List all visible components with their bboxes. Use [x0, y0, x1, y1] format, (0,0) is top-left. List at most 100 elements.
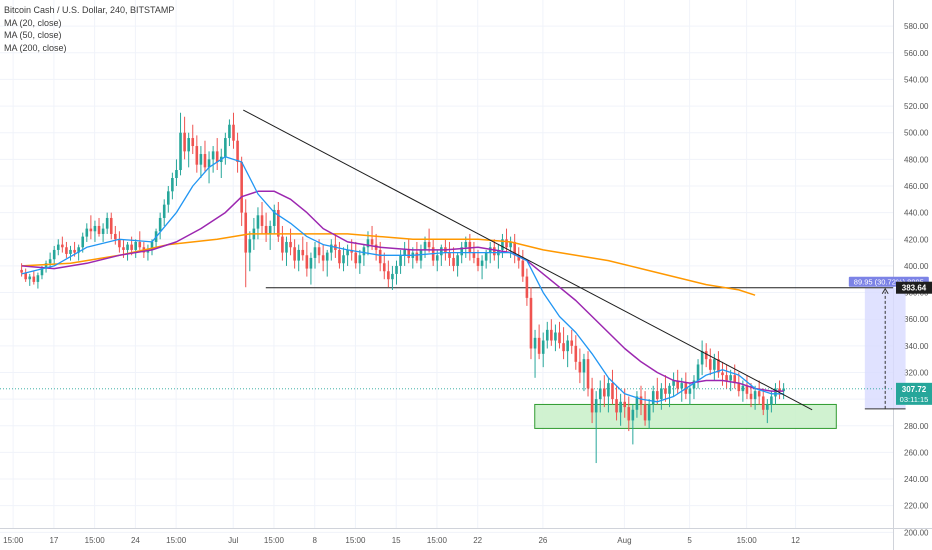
ma50-line [21, 190, 784, 392]
candle-body [317, 247, 321, 256]
candle-body [505, 239, 508, 248]
y-tick-label: 240.00 [904, 475, 929, 484]
indicator-ma50[interactable]: MA (50, close) [4, 30, 62, 40]
candle-body [325, 252, 329, 261]
candle-body [513, 241, 516, 256]
candle-body [297, 249, 300, 261]
candle-body [582, 359, 586, 373]
candle-body [232, 124, 235, 141]
measure-label: 89.95 (30.72%) 8995 [854, 278, 924, 287]
candle-body [660, 388, 663, 400]
candle-body [281, 236, 284, 253]
candle-body [162, 204, 166, 218]
candle-body [407, 249, 411, 258]
y-tick-label: 320.00 [904, 368, 929, 377]
candle-body [268, 225, 272, 234]
indicator-ma20[interactable]: MA (20, close) [4, 17, 62, 28]
candle-body [558, 332, 561, 344]
candle-body [688, 388, 692, 394]
x-tick-label: 15:00 [3, 536, 24, 545]
measure-arrow-head [881, 287, 889, 294]
y-tick-label: 480.00 [904, 155, 929, 164]
candle-body [435, 255, 439, 261]
candle-body [676, 380, 679, 389]
y-tick-label: 200.00 [904, 528, 929, 537]
candle-body [745, 385, 749, 394]
candle-body [61, 244, 64, 248]
indicator-ma200[interactable]: MA (200, close) [4, 42, 67, 53]
candle-body [635, 396, 639, 410]
candle-body [118, 239, 121, 248]
x-tick-label: 8 [312, 536, 317, 545]
candle-body [725, 375, 728, 381]
candle-body [594, 399, 598, 413]
candle-body [647, 404, 651, 421]
candle-body [109, 217, 113, 234]
candle-body [101, 228, 105, 234]
candle-body [623, 401, 626, 408]
x-tick-label: 22 [473, 536, 482, 545]
candle-body [680, 383, 684, 389]
candle-body [570, 340, 574, 346]
candle-body [456, 255, 459, 266]
x-tick-label: 15:00 [737, 536, 758, 545]
x-tick-label: 24 [131, 536, 140, 545]
x-tick-label: 15:00 [427, 536, 448, 545]
candle-body [749, 393, 753, 400]
candle-body [603, 388, 606, 397]
candle-body [236, 140, 239, 163]
candle-body [93, 225, 97, 232]
candle-body [293, 247, 296, 261]
countdown-label: 03:11:15 [900, 395, 929, 404]
candle-body [56, 244, 60, 250]
candle-body [289, 241, 292, 248]
y-tick-label: 340.00 [904, 342, 929, 351]
candle-body [403, 249, 406, 256]
candle-body [346, 249, 349, 256]
candle-body [700, 351, 704, 365]
candle-body [460, 247, 463, 256]
candle-body [770, 396, 773, 405]
demand-zone[interactable] [534, 403, 837, 429]
candle-body [350, 249, 353, 253]
y-tick-label: 220.00 [904, 502, 929, 511]
candle-body [362, 247, 366, 256]
level-price-tag [896, 281, 932, 294]
y-tick-label: 360.00 [904, 315, 929, 324]
candle-body [586, 359, 590, 389]
candle-body [611, 383, 614, 400]
level-price-label: 383.64 [902, 284, 927, 293]
candle-body [717, 359, 720, 373]
candle-body [452, 257, 455, 266]
candle-body [138, 241, 142, 248]
candle-body [32, 276, 36, 282]
candle-body [664, 388, 667, 394]
candle-body [566, 340, 569, 352]
candle-body [562, 343, 565, 352]
candle-body [28, 276, 32, 280]
candle-body [387, 271, 390, 280]
candle-body [480, 260, 484, 266]
last-price-tag [896, 382, 932, 405]
candle-body [501, 239, 504, 250]
candle-body [207, 159, 211, 168]
candle-body [171, 178, 174, 192]
candle-body [517, 255, 521, 261]
candle-body [211, 151, 215, 160]
candle-body [244, 212, 248, 253]
candle-body [122, 247, 125, 250]
ma20-line [21, 156, 784, 403]
candle-body [651, 391, 655, 405]
candle-body [260, 215, 264, 226]
candle-body [73, 249, 76, 253]
x-tick-label: 15:00 [85, 536, 106, 545]
candle-body [248, 239, 252, 253]
last-price-label: 307.72 [902, 385, 927, 394]
candle-body [427, 241, 431, 248]
descending-trendline[interactable] [243, 109, 813, 411]
candle-body [187, 138, 190, 152]
candle-body [537, 337, 541, 354]
